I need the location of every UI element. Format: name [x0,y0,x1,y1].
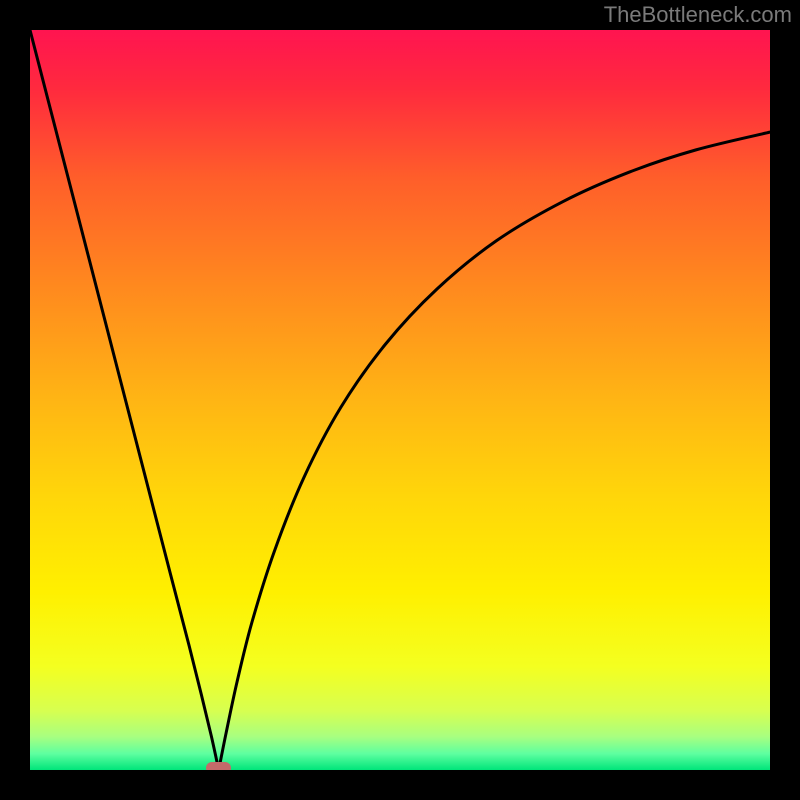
chart-frame [0,0,800,800]
chart-plot-area [30,30,770,770]
attribution-text: TheBottleneck.com [604,2,792,28]
bottleneck-curve [30,30,770,770]
curve-minimum-marker [206,762,231,770]
